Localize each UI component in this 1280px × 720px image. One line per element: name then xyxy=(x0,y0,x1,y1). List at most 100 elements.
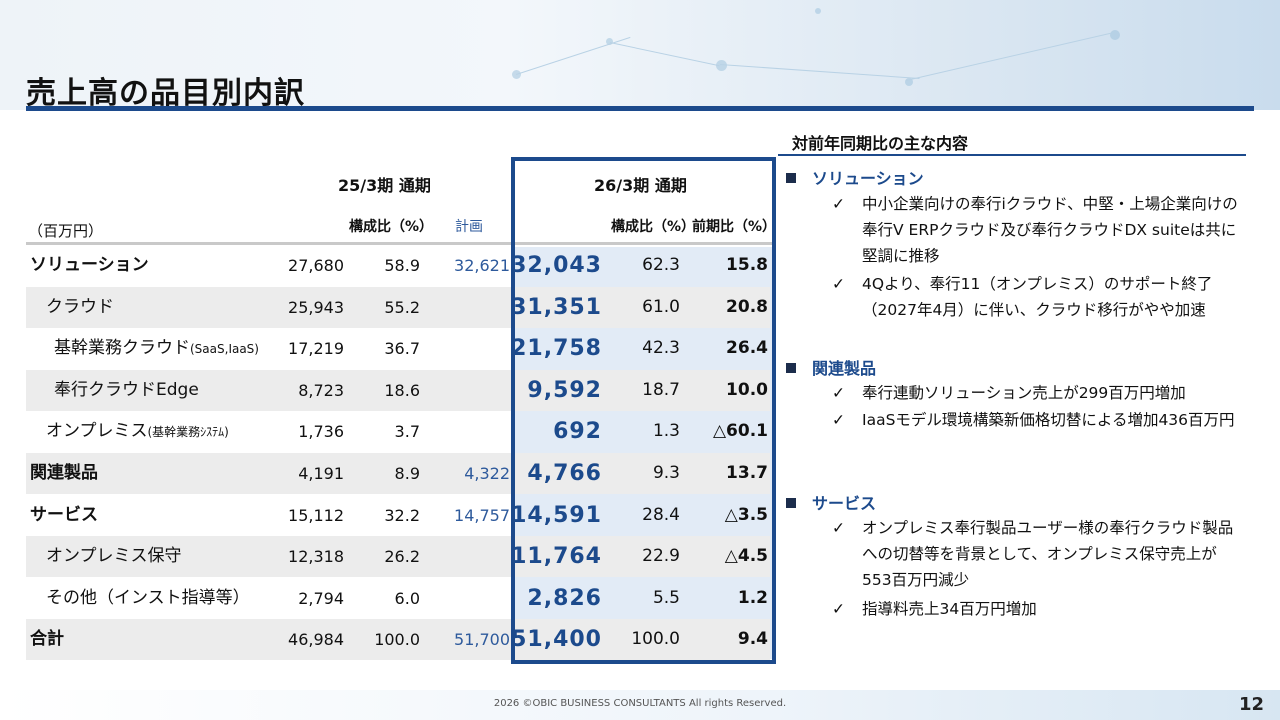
fy26-sales: 692 xyxy=(553,419,602,445)
col-share-25: 構成比（%） xyxy=(349,219,434,235)
table-row: ソリューション 27,680 58.9 32,621 32,043 62.3 15.8 xyxy=(26,245,770,286)
row-name: 奉行クラウドEdge xyxy=(54,379,199,400)
square-bullet-icon xyxy=(786,173,796,183)
fy25-share: 100.0 xyxy=(374,630,420,650)
fy26-yoy: 10.0 xyxy=(726,379,768,400)
check-icon: ✓ xyxy=(832,519,845,537)
table-row: 合計 46,984 100.0 51,700 51,400 100.0 9.4 xyxy=(26,619,770,661)
row-label: ソリューション xyxy=(30,245,149,286)
fy26-sales: 2,826 xyxy=(527,585,602,611)
fy26-plan: 14,757 xyxy=(454,505,510,525)
row-label: オンプレミス保守 xyxy=(46,536,182,577)
fy26-yoy: △4.5 xyxy=(724,546,768,567)
fy26-sales: 11,764 xyxy=(511,544,602,570)
row-name: ソリューション xyxy=(30,255,149,275)
row-label: 合計 xyxy=(30,619,64,660)
row-name: サービス xyxy=(30,504,98,525)
fy26-plan: 4,322 xyxy=(464,464,510,483)
fy26-sales: 4,766 xyxy=(527,461,602,486)
fy26-yoy: △60.1 xyxy=(712,421,768,442)
col-plan: 計画 xyxy=(455,219,483,235)
table-row: 奉行クラウドEdge 8,723 18.6 9,592 18.7 10.0 xyxy=(26,369,770,411)
row-label: サービス xyxy=(30,495,98,536)
bullet-item: ✓ 指導料売上34百万円増加 xyxy=(832,596,1246,622)
fy26-sales: 21,758 xyxy=(511,336,602,362)
fy26-yoy: 9.4 xyxy=(737,629,768,650)
fy26-share: 22.9 xyxy=(642,546,680,567)
fy25-share: 36.7 xyxy=(384,339,420,359)
fy25-sales: 1,736 xyxy=(298,422,344,442)
table-row: 基幹業務クラウド(SaaS,IaaS) 17,219 36.7 21,758 42.3 2… xyxy=(26,328,770,369)
fy25-share: 3.7 xyxy=(394,422,420,442)
fy25-header: 25/3期 通期 xyxy=(338,176,431,195)
row-name: 合計 xyxy=(30,629,64,650)
check-icon: ✓ xyxy=(832,195,845,213)
table-row: その他（インスト指導等） 2,794 6.0 2,826 5.5 1.2 xyxy=(26,578,770,619)
fy25-share: 26.2 xyxy=(384,547,420,567)
row-label: 基幹業務クラウド(SaaS,IaaS) xyxy=(54,328,259,369)
check-icon: ✓ xyxy=(832,600,845,618)
square-bullet-icon xyxy=(786,498,796,508)
right-panel-rule xyxy=(778,154,1246,156)
row-name: その他（インスト指導等） xyxy=(46,587,250,608)
fy25-sales: 25,943 xyxy=(288,297,344,317)
table-row: クラウド 25,943 55.2 31,351 61.0 20.8 xyxy=(26,286,770,328)
table-row: サービス 15,112 32.2 14,757 14,591 28.4 △3.5 xyxy=(26,495,770,536)
bullet-item: ✓ 中小企業向けの奉行iクラウド、中堅・上場企業向けの奉行V ERPクラウド及び奉… xyxy=(832,191,1246,269)
header-background xyxy=(0,0,1280,110)
bullet-item: ✓ 奉行連動ソリューション売上が299百万円増加 xyxy=(832,380,1246,406)
fy26-sales: 14,591 xyxy=(511,502,602,528)
section-heading-service: サービス xyxy=(786,490,876,514)
check-icon: ✓ xyxy=(832,275,845,293)
row-label: クラウド xyxy=(46,287,114,328)
fy26-sales: 51,400 xyxy=(511,627,602,653)
fy25-sales: 17,219 xyxy=(288,339,344,359)
fy26-plan: 32,621 xyxy=(454,256,510,275)
page-title: 売上高の品目別内訳 xyxy=(26,76,305,111)
fy25-sales: 4,191 xyxy=(298,464,344,483)
fy25-share: 18.6 xyxy=(384,380,420,400)
bullet-item: ✓ オンプレミス奉行製品ユーザー様の奉行クラウド製品への切替等を背景として、オンプ… xyxy=(832,515,1246,593)
fy26-yoy: 20.8 xyxy=(726,296,768,317)
bullet-item: ✓ IaaSモデル環境構築新価格切替による増加436百万円 xyxy=(832,407,1246,433)
fy26-yoy: 15.8 xyxy=(726,255,768,275)
table-header-rule xyxy=(26,242,772,245)
col-yoy: 前期比（%） xyxy=(692,219,777,235)
bullet-item: ✓ 4Qより、奉行11（オンプレミス）のサポート終了（2027年4月）に伴い、クラ… xyxy=(832,271,1246,323)
row-name: 基幹業務クラウド xyxy=(54,338,190,359)
fy26-share: 61.0 xyxy=(642,296,680,317)
right-panel-title: 対前年同期比の主な内容 xyxy=(792,134,969,153)
fy26-yoy: 13.7 xyxy=(726,463,768,483)
fy26-yoy: 1.2 xyxy=(737,587,768,608)
row-note: (SaaS,IaaS) xyxy=(190,342,259,357)
page-number: 12 xyxy=(1238,694,1264,715)
table-row: 関連製品 4,191 8.9 4,322 4,766 9.3 13.7 xyxy=(26,453,770,494)
fy26-sales: 9,592 xyxy=(527,377,602,403)
fy25-share: 6.0 xyxy=(394,588,420,608)
check-icon: ✓ xyxy=(832,384,845,402)
row-label: 関連製品 xyxy=(30,453,98,494)
fy25-sales: 15,112 xyxy=(288,505,344,525)
current-period-frame xyxy=(511,157,776,664)
fy25-share: 32.2 xyxy=(384,505,420,525)
row-label: オンプレミス(基幹業務ｼｽﾃﾑ) xyxy=(46,411,229,452)
section-heading-solution: ソリューション xyxy=(786,165,924,189)
check-icon: ✓ xyxy=(832,411,845,429)
square-bullet-icon xyxy=(786,363,796,373)
fy26-share: 9.3 xyxy=(652,463,680,483)
section-heading-related-products: 関連製品 xyxy=(786,355,876,379)
fy26-yoy: 26.4 xyxy=(726,338,768,359)
row-label: 奉行クラウドEdge xyxy=(54,370,199,411)
fy26-yoy: △3.5 xyxy=(724,504,768,525)
fy26-share: 100.0 xyxy=(631,629,680,650)
fy25-sales: 8,723 xyxy=(298,380,344,400)
unit-label: （百万円） xyxy=(28,222,104,240)
fy25-sales: 27,680 xyxy=(288,256,344,275)
row-name: オンプレミス xyxy=(46,421,148,442)
fy25-sales: 12,318 xyxy=(288,547,344,567)
col-share-26: 構成比（%） xyxy=(611,219,696,235)
fy26-share: 42.3 xyxy=(642,338,680,359)
fy25-sales: 2,794 xyxy=(298,588,344,608)
row-label: その他（インスト指導等） xyxy=(46,578,250,619)
title-underline xyxy=(26,106,1254,111)
